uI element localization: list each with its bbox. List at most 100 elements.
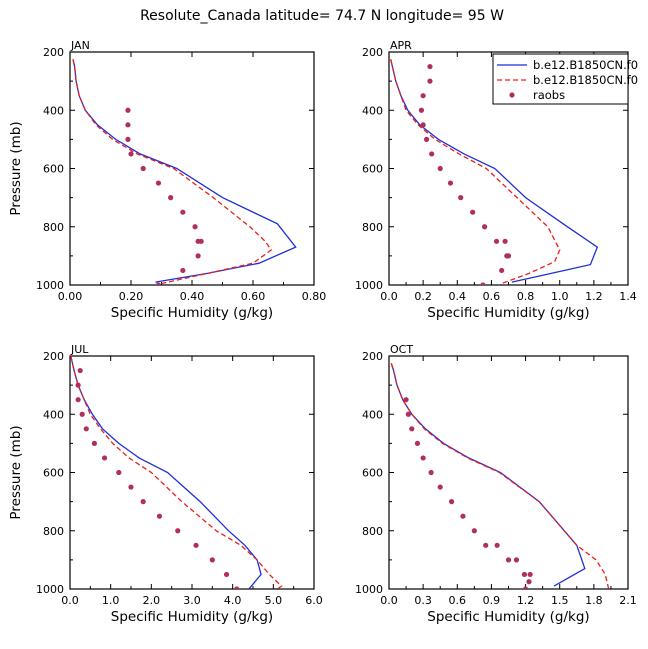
x-tick-label: 6.0 (305, 594, 323, 607)
y-tick-label: 1000 (36, 583, 64, 596)
raobs-point (79, 411, 85, 417)
y-tick-label: 1000 (355, 583, 383, 596)
panel-jul: JUL 0.0 1.0 2.0 3.0 4.0 5.0 6.0 200 400 600 800 1000… (8, 343, 323, 625)
x-tick-label: 1.5 (551, 594, 569, 607)
y-tick-label: 200 (362, 350, 383, 363)
raobs-point (493, 238, 500, 244)
series-line-dashed (390, 363, 610, 589)
panel-apr: APR 0.0 0.2 0.4 0.6 0.8 1.0 1.2 1.4 200 400 600 800 1… (355, 39, 638, 321)
y-tick-label: 200 (362, 46, 383, 59)
y-tick-label: 800 (43, 525, 64, 538)
series-line-solid (70, 356, 262, 589)
raobs-point (513, 557, 520, 563)
y-tick-label: 1000 (355, 279, 383, 292)
series-group (390, 363, 610, 589)
series-line-solid (390, 363, 586, 587)
raobs-point (75, 382, 81, 388)
series-group (72, 59, 297, 285)
panel-jan: JAN 0.00 0.20 0.40 0.60 0.80 200 400 600 800 1000 S… (8, 39, 326, 321)
raobs-point (458, 195, 464, 201)
x-tick-label: 0.00 (58, 290, 83, 303)
legend-label: b.e12.B1850CN.f0 (533, 58, 638, 72)
raobs-point (209, 557, 215, 563)
raobs-point (223, 571, 230, 578)
raobs-point (420, 93, 426, 99)
raobs-point (156, 513, 163, 519)
raobs-point (418, 107, 425, 113)
x-tick-label: 1.0 (102, 594, 120, 607)
raobs-point (91, 440, 97, 446)
raobs-point (482, 224, 488, 230)
raobs-point (234, 586, 240, 589)
raobs-point (460, 513, 466, 519)
x-tick-label: 0.0 (380, 594, 398, 607)
raobs-point (192, 224, 198, 230)
raobs-point (125, 107, 131, 113)
raobs-point (180, 267, 186, 274)
raobs-point (116, 469, 122, 476)
x-tick-label: 0.3 (414, 594, 432, 607)
y-tick-label: 800 (362, 525, 383, 538)
y-tick-label: 400 (362, 104, 383, 117)
x-tick-label: 3.0 (183, 594, 201, 607)
raobs-point (437, 484, 443, 490)
series-line-dashed (390, 59, 561, 285)
x-axis-label: Specific Humidity (g/kg) (111, 305, 273, 321)
x-axis-label: Specific Humidity (g/kg) (111, 609, 273, 625)
x-tick-label: 1.0 (551, 290, 569, 303)
x-tick-label: 5.0 (265, 594, 283, 607)
series-group (70, 356, 283, 589)
series-line-solid (72, 59, 297, 283)
x-tick-label: 0.8 (517, 290, 535, 303)
y-tick-label: 200 (43, 350, 64, 363)
y-tick-label: 800 (43, 221, 64, 234)
y-tick-label: 200 (43, 46, 64, 59)
x-tick-label: 0.9 (483, 594, 501, 607)
raobs-point (437, 165, 443, 172)
x-tick-label: 0.0 (380, 290, 398, 303)
figure-title: Resolute_Canada latitude= 74.7 N longitu… (140, 8, 504, 24)
x-tick-label: 0.4 (449, 290, 467, 303)
raobs-point (77, 367, 83, 374)
raobs-point (409, 426, 415, 432)
series-group (390, 59, 599, 285)
x-tick-label: 1.4 (619, 290, 637, 303)
x-tick-label: 0.0 (61, 594, 79, 607)
raobs-point (420, 122, 426, 128)
raobs-point (180, 209, 186, 215)
panel-label: JUL (70, 343, 89, 356)
legend-swatch (509, 92, 515, 98)
legend-label: b.e12.B1850CN.f0 (533, 73, 638, 87)
raobs-point (405, 411, 411, 417)
raobs-point (505, 557, 512, 563)
raobs-point (448, 499, 455, 505)
x-tick-label: 1.8 (585, 594, 603, 607)
raobs-point (480, 282, 486, 285)
y-tick-label: 400 (362, 408, 383, 421)
x-axis-label: Specific Humidity (g/kg) (427, 305, 589, 321)
raobs-point (175, 528, 181, 534)
raobs-point (195, 253, 201, 259)
panel-oct: OCT 0.0 0.3 0.6 0.9 1.2 1.5 1.8 2.1 200 400 600 800 1… (355, 343, 637, 625)
raobs-point (429, 151, 435, 157)
legend-label: raobs (533, 88, 565, 102)
x-tick-label: 0.6 (449, 594, 467, 607)
raobs-point (427, 63, 433, 70)
plot-frame (388, 355, 629, 590)
x-tick-label: 0.2 (414, 290, 432, 303)
raobs-point (427, 78, 433, 84)
raobs-point (75, 397, 81, 403)
raobs-point (125, 136, 131, 142)
x-tick-label: 0.40 (180, 290, 205, 303)
raobs-point (83, 426, 89, 432)
legend-box (492, 53, 629, 105)
series-line-dashed (72, 59, 273, 285)
x-axis-label: Specific Humidity (g/kg) (427, 609, 589, 625)
raobs-point (140, 499, 146, 505)
x-tick-label: 1.2 (585, 290, 603, 303)
raobs-point (502, 238, 508, 244)
raobs-point (423, 136, 430, 142)
plot-frame (69, 51, 315, 286)
x-tick-label: 2.0 (143, 594, 161, 607)
